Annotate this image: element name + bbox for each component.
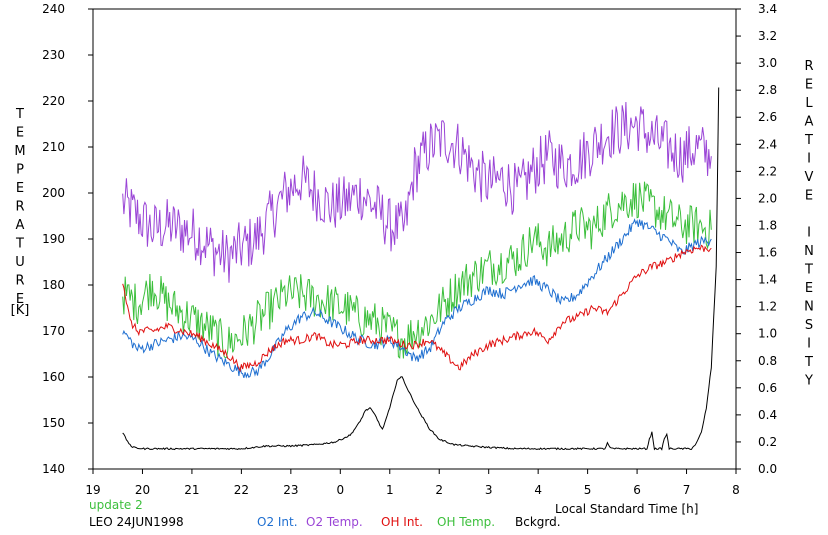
left-tick-label: 190 bbox=[42, 232, 65, 246]
left-tick-label: 240 bbox=[42, 2, 65, 16]
right-tick-label: 0.4 bbox=[758, 408, 777, 422]
legend-entry: O2 Int. bbox=[257, 515, 298, 529]
left-tick-label: 150 bbox=[42, 416, 65, 430]
left-tick-label: 180 bbox=[42, 278, 65, 292]
left-axis: 140 150 160 170 180 190 200 210 220 230 240 bbox=[42, 2, 93, 476]
x-axis: 19 20 21 22 23 0 1 2 3 4 5 6 7 8 bbox=[85, 469, 740, 497]
x-axis-label: Local Standard Time [h] bbox=[555, 502, 698, 516]
x-tick-label: 7 bbox=[683, 483, 691, 497]
right-tick-label: 2.0 bbox=[758, 191, 777, 205]
x-tick-label: 0 bbox=[336, 483, 344, 497]
series-line-bckgrd bbox=[122, 87, 720, 451]
right-axis: 0.0 0.2 0.4 0.6 0.8 1.0 1.2 1.4 1.6 1.8 2.0 2.2 2.4 2… bbox=[736, 2, 777, 476]
right-tick-label: 3.4 bbox=[758, 2, 777, 16]
update-annotation: update 2 bbox=[89, 498, 143, 512]
right-tick-label: 1.8 bbox=[758, 218, 777, 232]
series-line-oh-temp bbox=[122, 181, 712, 359]
left-tick-label: 230 bbox=[42, 48, 65, 62]
right-tick-label: 0.2 bbox=[758, 435, 777, 449]
left-tick-label: 210 bbox=[42, 140, 65, 154]
x-tick-label: 4 bbox=[534, 483, 542, 497]
right-tick-label: 1.2 bbox=[758, 300, 777, 314]
legend-entry: OH Int. bbox=[381, 515, 423, 529]
left-tick-label: 140 bbox=[42, 462, 65, 476]
series-line-oh-int bbox=[122, 244, 712, 373]
left-axis-unit: [K] bbox=[11, 303, 30, 318]
x-tick-label: 2 bbox=[435, 483, 443, 497]
right-tick-label: 1.0 bbox=[758, 327, 777, 341]
right-tick-label: 3.2 bbox=[758, 29, 777, 43]
x-tick-label: 23 bbox=[283, 483, 298, 497]
x-tick-label: 22 bbox=[234, 483, 249, 497]
right-tick-label: 1.6 bbox=[758, 246, 777, 260]
right-tick-label: 1.4 bbox=[758, 273, 777, 287]
right-tick-label: 0.0 bbox=[758, 462, 777, 476]
station-annotation: LEO 24JUN1998 bbox=[89, 515, 184, 529]
left-tick-label: 170 bbox=[42, 324, 65, 338]
legend-entry: Bckgrd. bbox=[515, 515, 561, 529]
x-tick-label: 1 bbox=[386, 483, 394, 497]
legend-entry: O2 Temp. bbox=[306, 515, 363, 529]
series-line-o2-temp bbox=[122, 101, 712, 283]
x-tick-label: 3 bbox=[485, 483, 493, 497]
left-tick-label: 220 bbox=[42, 94, 65, 108]
x-tick-label: 21 bbox=[184, 483, 199, 497]
x-tick-label: 19 bbox=[85, 483, 100, 497]
right-tick-label: 0.6 bbox=[758, 381, 777, 395]
legend-entry: OH Temp. bbox=[437, 515, 495, 529]
x-tick-label: 6 bbox=[633, 483, 641, 497]
series-line-o2-int bbox=[122, 218, 712, 379]
x-tick-label: 8 bbox=[732, 483, 740, 497]
legend: O2 Int. O2 Temp. OH Int. OH Temp. Bckgrd. bbox=[257, 515, 561, 529]
left-tick-label: 160 bbox=[42, 370, 65, 384]
x-tick-label: 20 bbox=[135, 483, 150, 497]
series-layer bbox=[122, 87, 720, 451]
left-tick-label: 200 bbox=[42, 186, 65, 200]
right-tick-label: 0.8 bbox=[758, 354, 777, 368]
right-tick-label: 2.4 bbox=[758, 137, 777, 151]
x-tick-label: 5 bbox=[584, 483, 592, 497]
right-tick-label: 2.6 bbox=[758, 110, 777, 124]
right-tick-label: 3.0 bbox=[758, 56, 777, 70]
right-tick-label: 2.2 bbox=[758, 164, 777, 178]
right-tick-label: 2.8 bbox=[758, 83, 777, 97]
